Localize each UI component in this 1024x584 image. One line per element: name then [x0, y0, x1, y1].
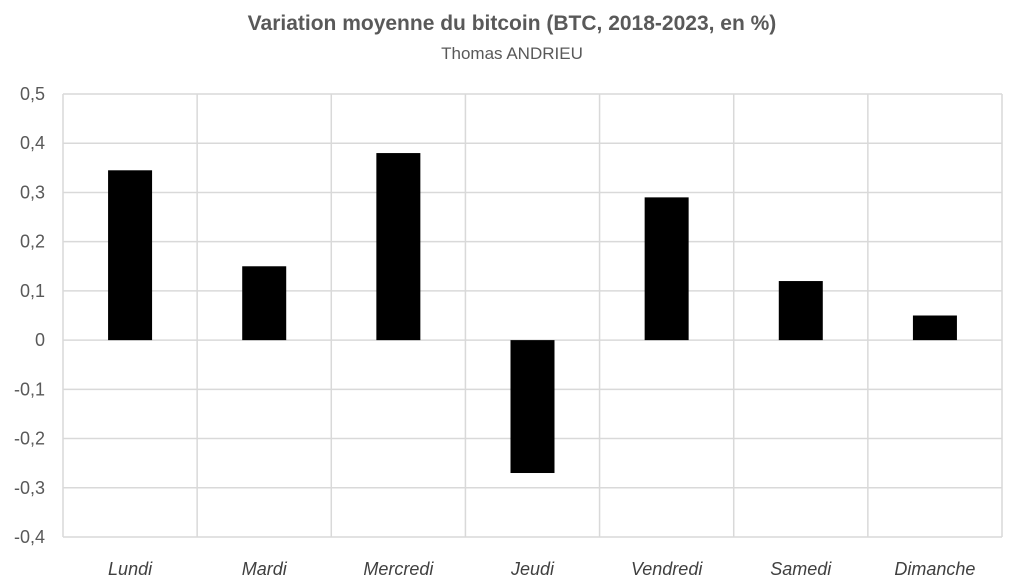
y-tick-label: 0 [35, 330, 45, 350]
y-tick-label: 0,2 [20, 232, 45, 252]
chart-title: Variation moyenne du bitcoin (BTC, 2018-… [247, 12, 777, 35]
y-tick-label: 0,1 [20, 281, 45, 301]
bar-dimanche [912, 315, 957, 341]
x-tick-label: Vendredi [631, 559, 703, 579]
y-tick-label: -0,4 [14, 527, 45, 547]
x-tick-label: Mercredi [363, 559, 434, 579]
x-axis: Lundi Mardi Mercredi Jeudi Vendredi Samedi Dim… [108, 559, 975, 579]
x-tick-label: Samedi [770, 559, 832, 579]
y-axis: 0,5 0,4 0,3 0,2 0,1 0 -0,1 -0,2 -0,3 -0,4 [14, 84, 45, 547]
x-tick-label: Mardi [242, 559, 288, 579]
bars-layer [108, 153, 957, 474]
x-tick-label: Jeudi [510, 559, 555, 579]
chart-subtitle: Thomas ANDRIEU [441, 44, 583, 63]
y-tick-label: -0,2 [14, 429, 45, 449]
bar-vendredi [644, 197, 689, 341]
bar-lundi [108, 170, 153, 341]
bar-jeudi [510, 340, 555, 474]
grid-layer [62, 93, 1003, 538]
x-tick-label: Dimanche [894, 559, 975, 579]
bar-mercredi [376, 153, 421, 341]
y-tick-label: 0,3 [20, 182, 45, 202]
y-tick-label: -0,3 [14, 478, 45, 498]
x-tick-label: Lundi [108, 559, 153, 579]
y-tick-label: -0,1 [14, 379, 45, 399]
bar-mardi [242, 266, 287, 341]
bar-samedi [778, 281, 823, 341]
y-tick-label: 0,5 [20, 84, 45, 104]
y-tick-label: 0,4 [20, 133, 45, 153]
